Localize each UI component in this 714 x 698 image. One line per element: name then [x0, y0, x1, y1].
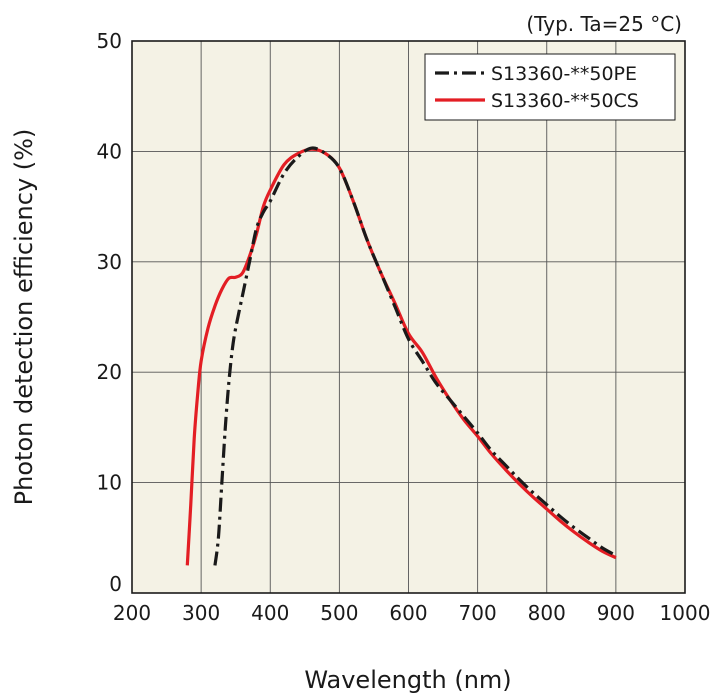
plot-frame: [131, 40, 686, 594]
y-axis-title: Photon detection efficiency (%): [10, 129, 38, 506]
legend: S13360-**50PE S13360-**50CS: [424, 53, 676, 121]
x-tick-label: 700: [459, 601, 497, 625]
x-tick-label: 600: [389, 601, 427, 625]
series-line-s13360-50pe: [213, 146, 617, 566]
tick-labels: 200 300 400 500 600 700 800 900 1000 0 10 20 30 40 50: [97, 29, 711, 625]
x-tick-label: 1000: [660, 601, 711, 625]
y-tick-label: 30: [97, 250, 122, 274]
condition-note: (Typ. Ta=25 °C): [526, 12, 682, 36]
x-tick-label: 800: [528, 601, 566, 625]
series-layer: [185, 146, 617, 566]
x-tick-label: 300: [182, 601, 220, 625]
legend-label-s13360-50cs: S13360-**50CS: [491, 90, 639, 112]
y-tick-label: 40: [97, 139, 122, 163]
legend-label-s13360-50pe: S13360-**50PE: [491, 63, 637, 85]
x-tick-label: 900: [597, 601, 635, 625]
legend-box: [424, 53, 676, 121]
y-tick-label: 50: [97, 29, 122, 53]
x-tick-label: 500: [320, 601, 358, 625]
y-tick-label: 20: [97, 360, 122, 384]
y-tick-label: 0: [109, 572, 122, 596]
x-axis-title: Wavelength (nm): [304, 666, 511, 694]
x-tick-label: 400: [251, 601, 289, 625]
grid: [132, 41, 685, 593]
y-tick-label: 10: [97, 471, 122, 495]
x-tick-label: 200: [113, 601, 151, 625]
